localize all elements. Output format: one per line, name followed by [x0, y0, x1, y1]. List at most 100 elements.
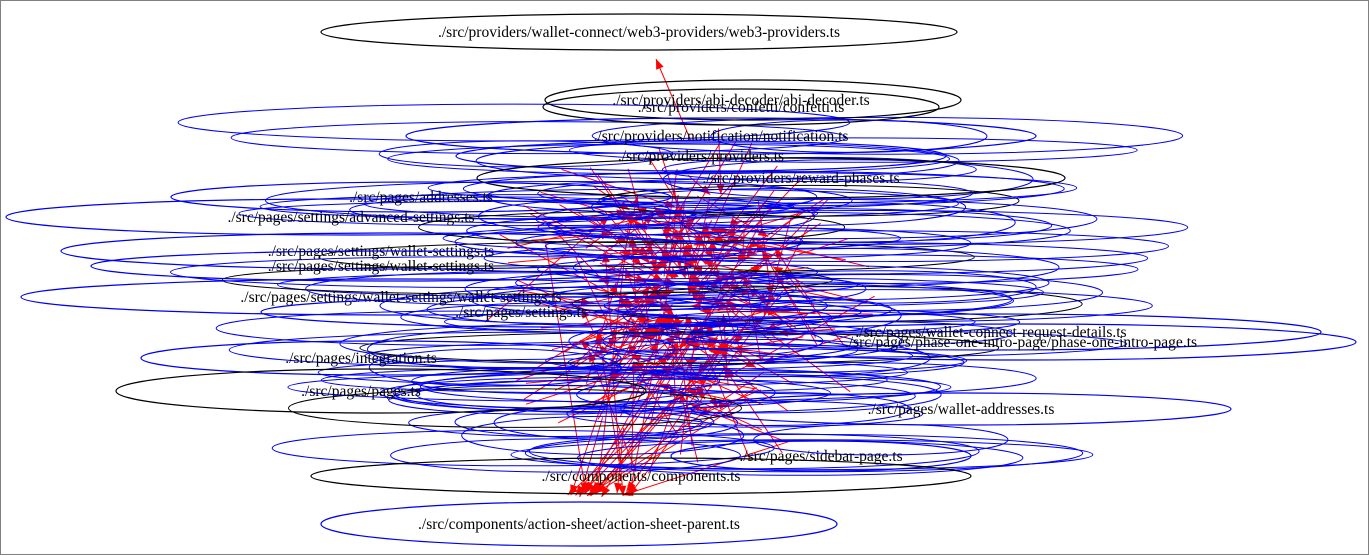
cluster-node-outline: [265, 181, 853, 220]
cluster-node-outline: [408, 408, 704, 438]
dependency-edge: [726, 302, 851, 393]
edge-arrowhead: [774, 248, 784, 259]
graph-node-wallet-settings-c: ./src/pages/settings/wallet-settings/wal…: [20, 278, 782, 316]
cluster-node-outline: [287, 372, 952, 403]
edge-arrowhead: [706, 338, 717, 349]
dependency-edge: [547, 284, 664, 314]
cluster-node-outline: [359, 331, 1000, 365]
edge-arrowhead: [583, 482, 593, 494]
dependency-edge: [660, 181, 735, 262]
node-outline: [476, 157, 1066, 199]
edge-arrowhead: [720, 238, 731, 249]
cluster-node-outline: [545, 348, 968, 374]
node-outline: [310, 457, 972, 495]
cluster-node-outline: [271, 429, 775, 467]
dependency-edge: [775, 273, 817, 338]
cluster-node-outline: [444, 308, 976, 335]
node-label: ./src/pages/sidebar-page.ts: [739, 448, 902, 465]
cluster-node-outline: [535, 198, 1098, 240]
cluster-node-outline: [515, 264, 1050, 301]
edge-arrowhead: [663, 221, 672, 232]
edge-arrowhead: [673, 314, 682, 325]
cluster-node-outline: [466, 211, 1071, 250]
dependency-edge: [567, 378, 701, 496]
cluster-node-outline: [510, 439, 1094, 471]
edge-arrowhead: [679, 338, 689, 349]
edge-arrowhead: [750, 264, 761, 274]
cluster-node-outline: [215, 310, 739, 346]
cluster-node-outline: [387, 143, 950, 175]
edge-arrowhead: [589, 351, 597, 363]
dependency-edge: [655, 58, 692, 142]
dependency-edge: [680, 392, 699, 463]
node-label: ./src/providers/providers.ts: [618, 148, 784, 165]
node-outline: [685, 323, 1357, 361]
node-label: ./src/pages/pages.ts: [301, 383, 421, 400]
graph-node-action-sheet-parent: ./src/components/action-sheet/action-she…: [320, 501, 838, 547]
edge-arrowhead: [589, 482, 601, 491]
cluster-node-outline: [427, 172, 1078, 204]
graph-node-wallet-addresses: ./src/pages/wallet-addresses.ts: [690, 392, 1232, 426]
cluster-node-outline: [259, 194, 794, 220]
cluster-node-outline: [622, 295, 902, 336]
cluster-node-outline: [689, 320, 1013, 347]
node-label: ./src/pages/settings/wallet-settings/wal…: [240, 289, 561, 306]
node-label: ./src/components/components.ts: [542, 468, 741, 485]
cluster-node-outline: [485, 181, 818, 213]
cluster-node-outline: [442, 225, 902, 252]
edge-arrowhead: [746, 248, 758, 257]
graph-node-advanced: ./src/pages/settings/advanced-settings.t…: [5, 198, 697, 236]
dependency-edge: [766, 224, 810, 306]
graph-node-web3-providers: ./src/providers/wallet-connect/web3-prov…: [320, 13, 958, 51]
edge-arrowhead: [641, 285, 650, 297]
edge-arrowhead: [633, 362, 645, 370]
node-label: ./src/components/action-sheet/action-she…: [418, 516, 740, 533]
node-label: ./src/providers/abi-decoder/abi-decoder.…: [612, 92, 869, 109]
cluster-node-outline: [320, 366, 888, 394]
node-label: ./src/providers/reward-phases.ts: [702, 170, 899, 187]
graph-node-pages-big: ./src/pages/pages.ts: [115, 368, 647, 414]
node-label: ./src/pages/wallet-addresses.ts: [868, 401, 1055, 418]
node-outline: [544, 79, 962, 121]
node-label: ./src/pages/settings/wallet-settings.ts: [268, 258, 494, 275]
graph-node-confetti: ./src/providers/confetti/confetti.ts: [542, 88, 940, 126]
node-outline: [660, 313, 1322, 351]
dependency-edge: [700, 310, 873, 315]
node-label: ./src/pages/phase-one-intro-page/phase-o…: [845, 334, 1197, 351]
cluster-node-outline: [591, 116, 1184, 155]
edge-arrowhead: [656, 59, 664, 70]
dependency-edge: [673, 142, 721, 220]
node-outline: [60, 232, 742, 270]
cluster-node-outline: [390, 438, 741, 473]
node-outline: [320, 501, 838, 547]
dependency-edge: [690, 403, 787, 443]
edge-arrowhead: [611, 372, 623, 381]
node-label: ./src/pages/integration.ts: [285, 350, 437, 367]
cluster-node-outline: [461, 415, 745, 456]
node-outline: [20, 278, 782, 316]
node-label: ./src/pages/settings/advanced-settings.t…: [227, 209, 474, 226]
cluster-node-outline: [662, 159, 1034, 200]
node-outline: [405, 117, 1037, 155]
dependency-edge: [724, 267, 809, 279]
cluster-node-outline: [537, 210, 1189, 245]
dependency-edge: [599, 262, 663, 296]
cluster-node-outline: [568, 137, 1138, 163]
cluster-node-outline: [221, 265, 833, 295]
edge-arrowhead: [772, 266, 784, 275]
cluster-node-outline: [464, 270, 867, 307]
cluster-node-outline: [515, 226, 972, 260]
graph-node-settings-x: ./src/pages/settings.ts: [260, 296, 862, 328]
node-outline: [170, 181, 672, 213]
graph-node-integration: ./src/pages/integration.ts: [140, 340, 622, 376]
node-outline: [5, 198, 697, 236]
node-label: ./src/pages/wallet-connect-request-detai…: [855, 324, 1126, 341]
cluster-node-outline: [586, 330, 1128, 358]
graph-node-abi-decoder: ./src/providers/abi-decoder/abi-decoder.…: [544, 79, 962, 121]
cluster-node-outline: [537, 254, 1139, 285]
edge-arrowhead: [575, 485, 585, 496]
node-outline: [670, 440, 972, 472]
edge-arrowhead: [727, 302, 738, 312]
cluster-node-outline: [662, 156, 977, 183]
